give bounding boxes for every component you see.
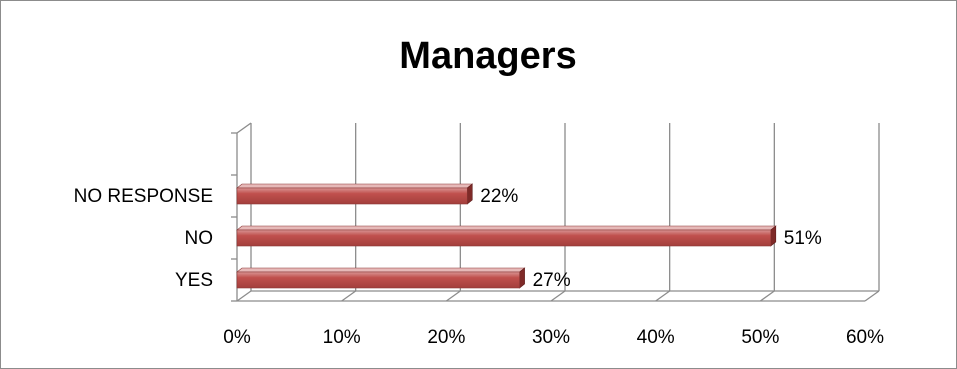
bar xyxy=(236,229,772,247)
x-tick-label: 30% xyxy=(532,327,570,348)
data-label: 27% xyxy=(533,270,571,291)
x-tick-label: 50% xyxy=(741,327,779,348)
floor-gridline xyxy=(759,290,775,302)
floor-gridline xyxy=(550,290,566,302)
x-tick-label: 20% xyxy=(427,327,465,348)
floor-gridline xyxy=(655,290,671,302)
gridlines xyxy=(236,123,880,302)
category-label: NO RESPONSE xyxy=(74,186,213,207)
data-label: 51% xyxy=(784,228,822,249)
floor-gridline xyxy=(445,290,461,302)
floor-gridline xyxy=(236,290,252,302)
x-tick-label: 40% xyxy=(637,327,675,348)
floor-gridline xyxy=(341,290,357,302)
floor-gridline xyxy=(864,290,880,302)
x-tick-label: 60% xyxy=(846,327,884,348)
bar xyxy=(236,271,520,289)
chart-title: Managers xyxy=(399,35,576,77)
data-label: 22% xyxy=(480,186,518,207)
bar xyxy=(236,187,468,205)
labels: 0% 10% 20% 30% 40% 50% 60% 22% NO RESPONSE 51% NO 2… xyxy=(74,186,884,348)
category-label: YES xyxy=(175,270,213,291)
category-label: NO xyxy=(185,228,214,249)
bar-top-face xyxy=(236,183,474,189)
bar-top-face xyxy=(236,267,526,273)
bar-top-face xyxy=(236,225,777,231)
bars xyxy=(236,183,777,289)
x-tick-label: 10% xyxy=(323,327,361,348)
x-tick-label: 0% xyxy=(223,327,251,348)
wall-top-edge xyxy=(236,122,252,134)
